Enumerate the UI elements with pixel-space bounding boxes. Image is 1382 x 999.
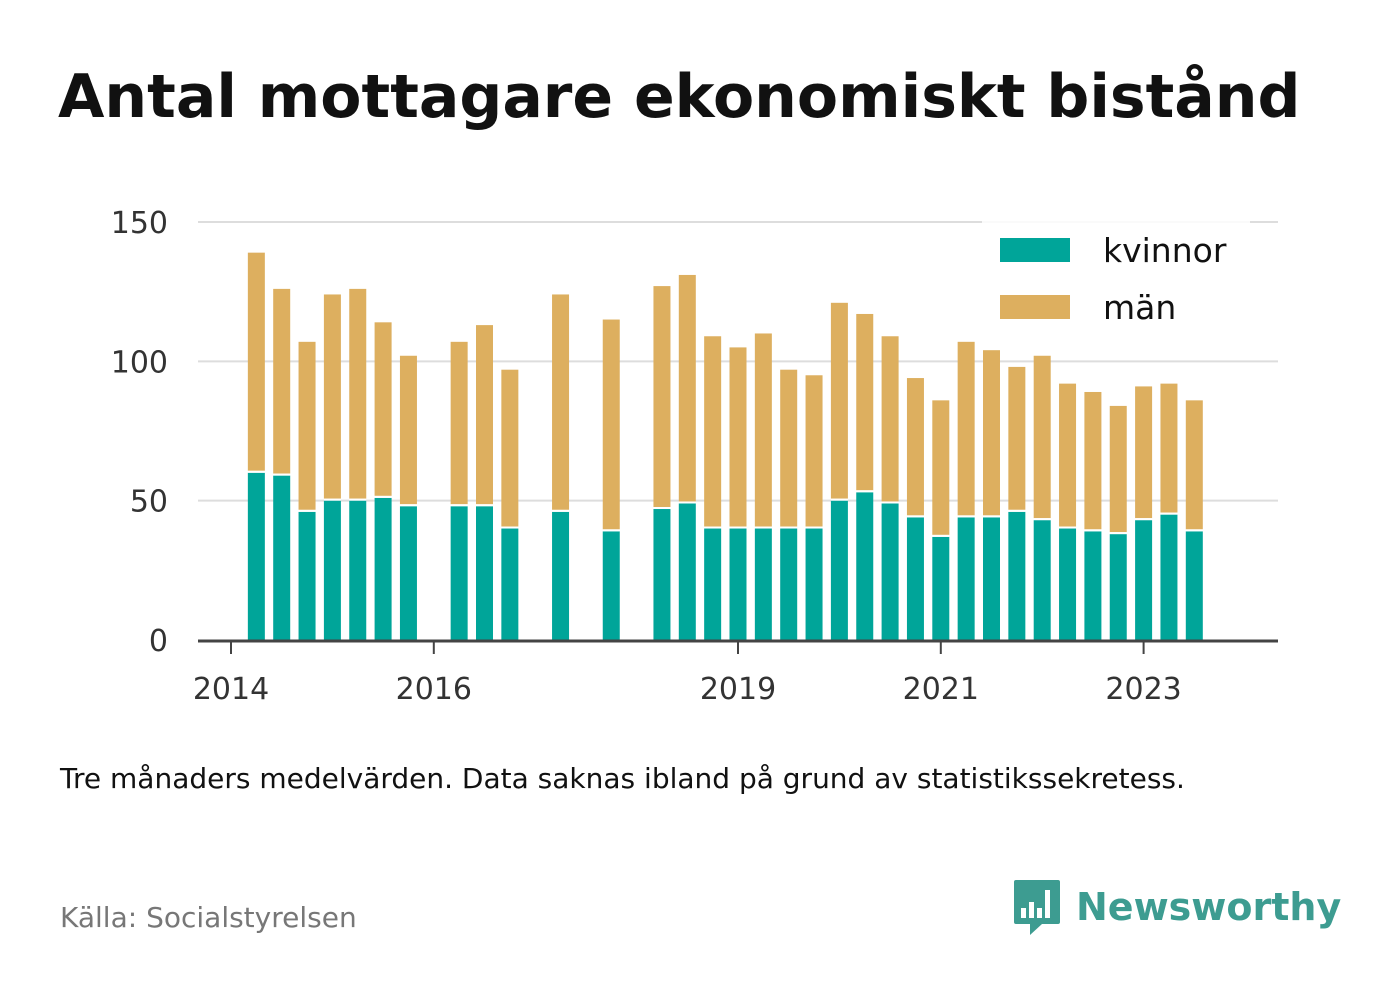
legend-swatch-kvinnor <box>1000 238 1070 262</box>
bar-man <box>1185 400 1203 530</box>
stacked-bar-chart: 0 50 100 150 2014 2016 2019 2021 2023 kvinnor män <box>111 206 1278 707</box>
bar-man <box>298 341 316 510</box>
bar-man <box>1160 383 1178 513</box>
bar-kvinnor <box>1084 531 1102 640</box>
bar-man <box>399 355 417 505</box>
bar-kvinnor <box>754 528 772 640</box>
legend-label: kvinnor <box>1103 231 1227 270</box>
bar-kvinnor <box>830 500 848 640</box>
bar-man <box>1033 355 1051 519</box>
x-tick-label: 2019 <box>700 672 776 707</box>
bar-kvinnor <box>476 506 493 640</box>
bar-man <box>1008 366 1026 510</box>
newsworthy-logo-icon <box>1012 878 1062 936</box>
legend-label: män <box>1103 288 1176 327</box>
bar-man <box>1059 383 1077 527</box>
bar-man <box>906 378 924 516</box>
bar-kvinnor <box>906 517 924 640</box>
y-tick-label: 100 <box>111 345 168 380</box>
bar-man <box>932 400 950 535</box>
bar-man <box>323 294 341 499</box>
bar-man <box>983 350 1000 516</box>
bar-man <box>881 336 899 502</box>
bar-kvinnor <box>552 511 570 640</box>
brand-logo[interactable]: Newsworthy <box>1012 878 1341 936</box>
bar-kvinnor <box>704 528 722 640</box>
bar-kvinnor <box>602 531 620 640</box>
bar-kvinnor <box>247 472 265 640</box>
bar-man <box>704 336 722 527</box>
bar-kvinnor <box>856 492 874 640</box>
bar-kvinnor <box>1033 520 1051 640</box>
bar-kvinnor <box>1109 534 1127 640</box>
bar-kvinnor <box>1135 520 1153 640</box>
bar-man <box>754 333 772 527</box>
bar-man <box>957 341 975 516</box>
bar-kvinnor <box>653 509 671 640</box>
bar-man <box>1084 391 1102 530</box>
bar-man <box>1109 405 1127 533</box>
bar-kvinnor <box>450 506 468 640</box>
bar-kvinnor <box>1185 531 1203 640</box>
bar-man <box>450 341 468 505</box>
x-tick-label: 2016 <box>396 672 472 707</box>
bar-man <box>729 347 747 527</box>
bar-kvinnor <box>399 506 417 640</box>
bar-kvinnor <box>501 528 519 640</box>
bar-man <box>678 274 696 502</box>
bar-kvinnor <box>957 517 975 640</box>
bar-kvinnor <box>349 500 367 640</box>
x-tick-label: 2023 <box>1105 672 1181 707</box>
bar-kvinnor <box>983 517 1000 640</box>
y-tick-label: 150 <box>111 206 168 241</box>
bar-kvinnor <box>729 528 747 640</box>
chart-note: Tre månaders medelvärden. Data saknas ib… <box>60 762 1185 795</box>
bar-man <box>552 294 570 510</box>
bar-kvinnor <box>298 511 316 640</box>
bar-man <box>273 288 291 474</box>
bar-kvinnor <box>374 497 392 640</box>
bar-kvinnor <box>273 475 291 640</box>
bar-kvinnor <box>881 503 899 640</box>
source-label: Källa: Socialstyrelsen <box>60 901 357 934</box>
bar-man <box>653 286 671 508</box>
x-tick-label: 2021 <box>903 672 979 707</box>
bar-man <box>805 375 823 527</box>
bar-man <box>780 369 798 527</box>
bar-man <box>374 322 392 496</box>
bar-kvinnor <box>805 528 823 640</box>
bar-kvinnor <box>1059 528 1077 640</box>
chart-title: Antal mottagare ekonomiskt bistånd <box>58 62 1301 132</box>
bar-man <box>1135 386 1153 519</box>
bar-man <box>501 369 519 527</box>
bar-man <box>602 319 620 530</box>
bar-man <box>349 288 367 499</box>
bar-kvinnor <box>678 503 696 640</box>
bar-man <box>247 252 265 471</box>
bar-kvinnor <box>1008 511 1026 640</box>
bar-man <box>476 325 493 505</box>
bar-kvinnor <box>932 536 950 640</box>
y-tick-label: 0 <box>149 624 168 659</box>
x-tick-label: 2014 <box>193 672 269 707</box>
bar-kvinnor <box>323 500 341 640</box>
bar-man <box>856 313 874 491</box>
bar-man <box>830 302 848 499</box>
bar-kvinnor <box>1160 514 1178 640</box>
bar-kvinnor <box>780 528 798 640</box>
y-tick-label: 50 <box>130 485 168 520</box>
legend-swatch-man <box>1000 295 1070 319</box>
brand-name: Newsworthy <box>1076 885 1342 929</box>
